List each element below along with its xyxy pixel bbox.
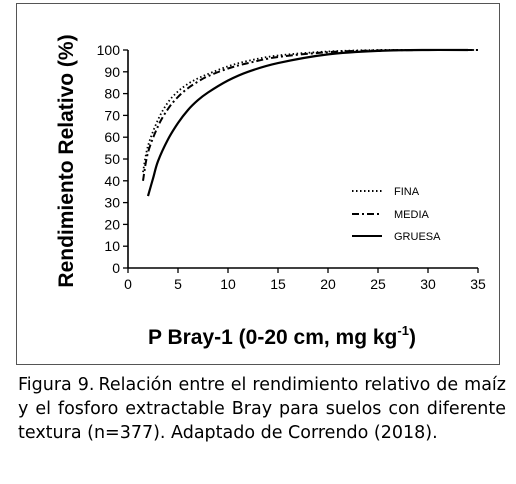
- figure-caption: Figura 9. Relación entre el rendimiento r…: [18, 373, 506, 445]
- x-ticks: 0 5 10 15 20 25 30 35: [124, 268, 486, 292]
- y-tick-label: 20: [104, 216, 120, 232]
- legend-label-gruesa: GRUESA: [394, 231, 441, 243]
- figure-frame: [16, 3, 500, 365]
- x-tick-label: 15: [270, 276, 286, 292]
- x-axis-title-main: P Bray-1 (0-20 cm, mg kg: [148, 326, 397, 349]
- y-tick-label: 40: [104, 173, 120, 189]
- x-axis-title-tail: ): [409, 326, 416, 349]
- y-tick-label: 10: [104, 238, 120, 254]
- legend: FINA MEDIA GRUESA: [352, 186, 441, 243]
- y-ticks: 0 10 20 30 40 50 60 70 80 90 100: [97, 42, 128, 276]
- caption-text: Relación entre el rendimiento relativo d…: [18, 375, 506, 443]
- y-tick-label: 80: [104, 86, 120, 102]
- y-tick-label: 90: [104, 64, 120, 80]
- caption-label: Figura 9.: [18, 375, 95, 395]
- x-tick-label: 25: [370, 276, 386, 292]
- x-tick-label: 30: [420, 276, 436, 292]
- y-axis-title: Rendimiento Relativo (%): [55, 34, 78, 287]
- y-tick-label: 60: [104, 129, 120, 145]
- x-axis-title-sup: -1: [397, 323, 409, 338]
- x-tick-label: 5: [174, 276, 182, 292]
- x-axis-title: P Bray-1 (0-20 cm, mg kg-1): [148, 323, 416, 349]
- chart: Rendimiento Relativo (%) 010203040506070…: [55, 34, 486, 349]
- x-tick-label: 35: [470, 276, 486, 292]
- y-tick-label: 50: [104, 151, 120, 167]
- legend-label-media: MEDIA: [394, 209, 430, 221]
- x-tick-label: 0: [124, 276, 132, 292]
- data-curves: [142, 48, 479, 197]
- series-line-fina: [142, 48, 478, 173]
- x-tick-label: 20: [320, 276, 336, 292]
- legend-label-fina: FINA: [394, 186, 420, 198]
- y-tick-label: 30: [104, 195, 120, 211]
- x-tick-label: 10: [220, 276, 236, 292]
- y-tick-label: 0: [112, 260, 120, 276]
- series-line-media: [142, 48, 479, 181]
- y-tick-label: 70: [104, 107, 120, 123]
- y-tick-label: 100: [97, 42, 121, 58]
- series-line-gruesa: [146, 48, 469, 197]
